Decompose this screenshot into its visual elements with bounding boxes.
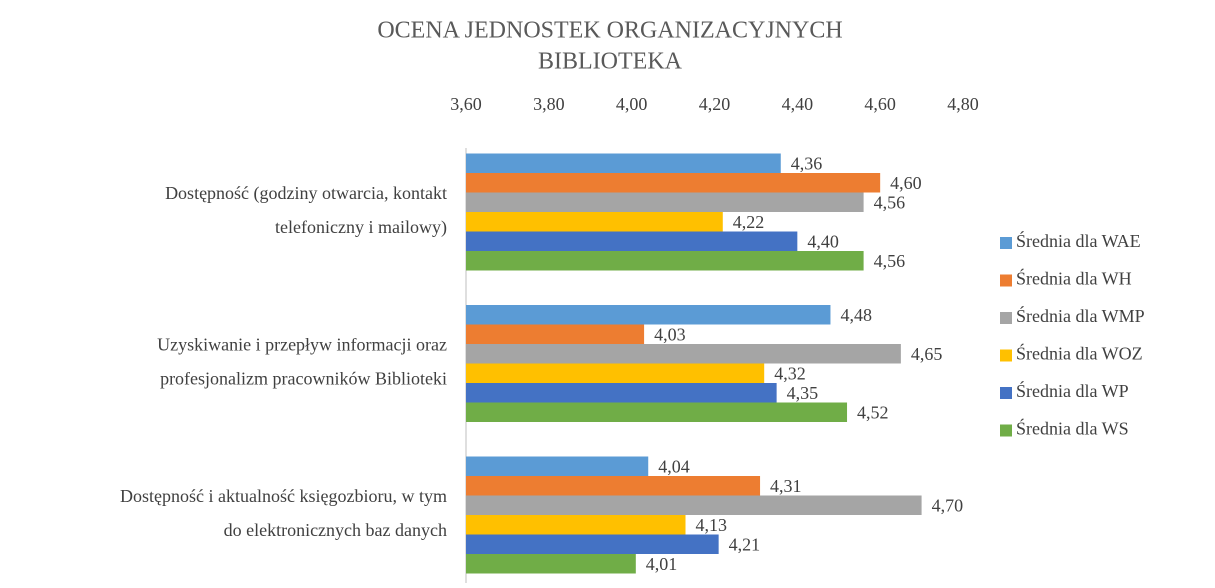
value-label: 4,65 [911,344,943,364]
x-tick-label: 3,80 [533,94,565,114]
value-label: 4,04 [658,456,690,476]
chart-title: OCENA JEDNOSTEK ORGANIZACYJNYCH [377,18,842,44]
bar [466,534,719,554]
bar [466,554,636,574]
x-tick-label: 3,60 [450,94,482,114]
legend-swatch [1000,274,1012,287]
y-tick-label: Dostępność (godziny otwarcia, kontakt [165,183,447,204]
value-label: 4,60 [890,173,922,193]
x-tick-label: 4,00 [616,94,648,114]
value-label: 4,21 [729,534,761,554]
bar [466,153,781,173]
bar [466,515,686,535]
y-tick-label: profesjonalizm pracowników Biblioteki [160,369,447,389]
legend-swatch [1000,312,1012,324]
value-label: 4,03 [654,324,686,344]
bar [466,344,901,364]
bar [466,173,881,193]
legend-swatch [1000,349,1012,362]
legend-label: Średnia dla WH [1016,268,1132,289]
bar [466,402,848,422]
value-label: 4,56 [874,192,906,212]
chart-title: BIBLIOTEKA [538,49,683,75]
value-label: 4,56 [874,251,906,271]
bar [466,476,761,496]
value-label: 4,01 [646,554,678,574]
bar [466,495,922,515]
legend-label: Średnia dla WMP [1016,305,1145,326]
value-label: 4,32 [774,363,806,383]
x-tick-label: 4,40 [782,94,814,114]
bar [466,305,831,325]
bar [466,251,864,271]
bar [466,231,798,251]
legend-label: Średnia dla WAE [1016,230,1141,251]
x-tick-label: 4,20 [699,94,731,114]
legend-label: Średnia dla WOZ [1016,343,1143,364]
legend-label: Średnia dla WP [1016,380,1129,401]
value-label: 4,31 [770,476,802,496]
bar [466,212,723,232]
y-tick-label: telefoniczny i mailowy) [275,217,447,238]
legend-swatch [1000,237,1012,249]
bar [466,383,777,403]
value-label: 4,40 [807,231,839,251]
legend-label: Średnia dla WS [1016,418,1129,439]
y-tick-label: Dostępność i aktualność księgozbioru, w … [120,486,447,506]
value-label: 4,35 [787,383,819,403]
bar [466,363,765,383]
value-label: 4,48 [840,305,872,325]
value-label: 4,52 [857,402,889,422]
value-label: 4,13 [696,515,728,535]
x-tick-label: 4,60 [864,94,896,114]
bar [466,324,645,344]
value-label: 4,22 [733,212,765,232]
y-tick-label: do elektronicznych baz danych [224,520,447,540]
value-label: 4,70 [932,495,964,515]
bar [466,456,649,476]
x-tick-label: 4,80 [947,94,979,114]
bar [466,192,864,212]
value-label: 4,36 [791,153,823,173]
legend-swatch [1000,387,1012,399]
legend-swatch [1000,424,1012,437]
y-tick-label: Uzyskiwanie i przepływ informacji oraz [157,335,447,355]
